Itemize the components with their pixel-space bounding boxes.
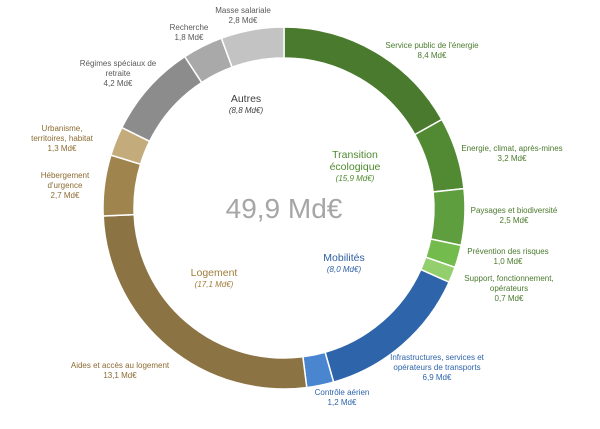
group-label-logement: Logement (17,1 Md€) (191, 267, 238, 289)
label-regimes-speciaux-de-retraite: Régimes spéciaux de retraite 4,2 Md€ (80, 59, 157, 88)
label-infrastructures-services-et-operateurs-de-transports: Infrastructures, services et opérateurs d… (390, 353, 485, 382)
label-paysages-et-biodiversite: Paysages et biodiversité 2,5 Md€ (471, 206, 558, 225)
label-hebergement-d-urgence: Hébergement d'urgence 2,7 Md€ (41, 171, 90, 200)
label-energie-climat-apres-mines: Energie, climat, après-mines 3,2 Md€ (461, 144, 562, 163)
label-service-public-de-l-energie: Service public de l'énergie 8,4 Md€ (385, 41, 479, 60)
label-controle-aerien: Contrôle aérien 1,2 Md€ (315, 388, 370, 407)
label-recherche: Recherche 1,8 Md€ (170, 23, 209, 42)
donut-slices (102, 26, 466, 390)
slice-regimes-speciaux-de-retraite (120, 55, 203, 143)
slice-masse-salariale (220, 26, 285, 69)
slice-paysages-et-biodiversite (429, 187, 466, 247)
group-label-mobilites: Mobilités (8,0 Md€) (323, 252, 364, 274)
label-masse-salariale: Masse salariale 2,8 Md€ (215, 6, 271, 25)
slice-energie-climat-apres-mines (413, 118, 465, 193)
segment-labels: Service public de l'énergie 8,4 Md€ Energi… (31, 6, 563, 407)
label-support-fonctionnement-operateurs: Support, fonctionnement, opérateurs 0,7 Md… (464, 274, 553, 303)
label-aides-et-acces-au-logement: Aides et accès au logement 13,1 Md€ (71, 361, 170, 380)
label-prevention-des-risques: Prévention des risques 1,0 Md€ (467, 247, 548, 266)
total-label: 49,9 Md€ (226, 193, 343, 224)
slice-hebergement-d-urgence (102, 154, 142, 217)
group-label-transition: Transition écologique (15,9 Md€) (330, 149, 381, 183)
group-label-autres: Autres (8,8 Md€) (229, 93, 264, 115)
label-urbanisme-territoires-habitat: Urbanisme, territoires, habitat 1,3 Md€ (31, 124, 94, 153)
group-labels: Transition écologique (15,9 Md€) Mobilités(… (191, 93, 381, 289)
